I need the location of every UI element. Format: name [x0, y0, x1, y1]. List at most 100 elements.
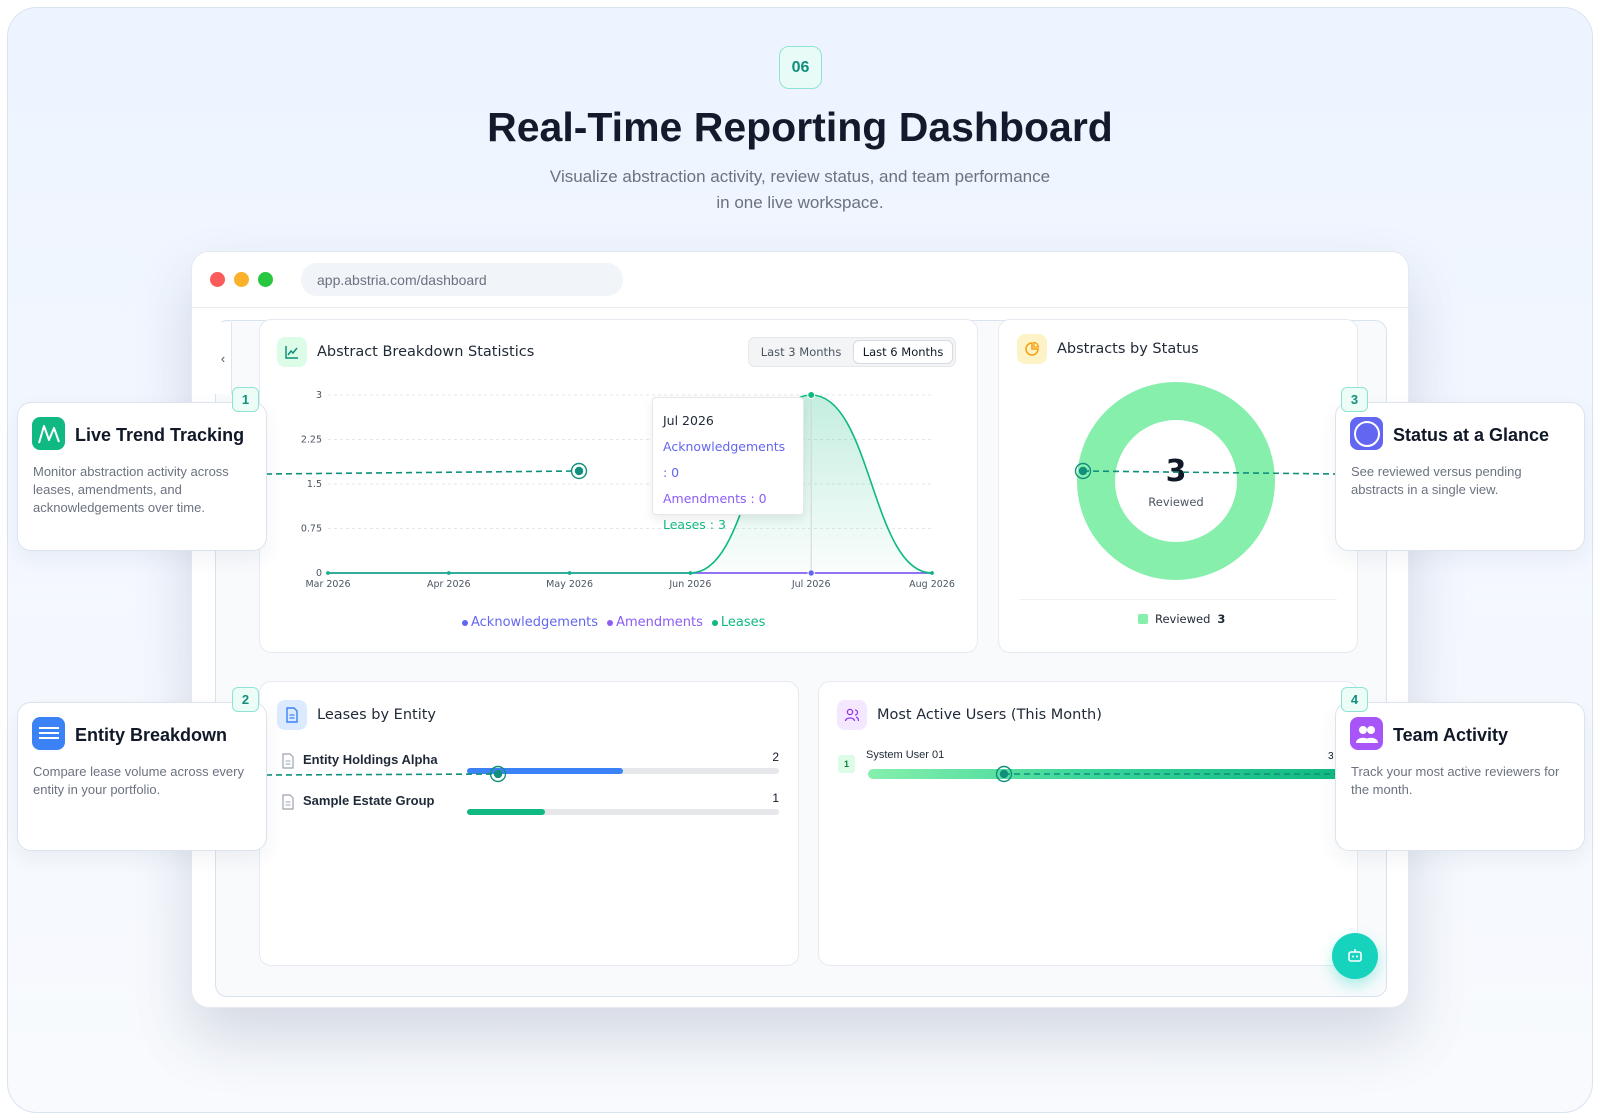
callout-status-at-a-glance: Status at a Glance See reviewed versus p…	[1335, 402, 1585, 551]
entity-bar-track	[467, 809, 779, 815]
entity-bar-track	[467, 768, 779, 774]
callout-description: See reviewed versus pending abstracts in…	[1351, 464, 1522, 497]
donut-segment-reviewed[interactable]	[1077, 382, 1275, 580]
subtitle-line-1: Visualize abstraction activity, review s…	[549, 167, 1051, 186]
browser-toolbar: app.abstria.com/dashboard	[192, 252, 1408, 308]
range-last-6-months[interactable]: Last 6 Months	[853, 340, 953, 364]
status-card-title: Abstracts by Status	[1057, 341, 1199, 357]
entity-name: Sample Estate Group	[303, 793, 435, 808]
data-point-leases	[326, 571, 330, 575]
close-window-dot[interactable]	[210, 272, 225, 287]
assistant-bot-button[interactable]	[1332, 933, 1378, 979]
breakdown-card-header: Abstract Breakdown Statistics	[277, 337, 534, 367]
callout-team-activity: Team Activity Track your most active rev…	[1335, 702, 1585, 851]
page-title: Real-Time Reporting Dashboard	[487, 104, 1113, 150]
callout-title: Entity Breakdown	[75, 725, 228, 745]
entity-row[interactable]: Sample Estate Group 1	[279, 791, 779, 823]
legend-item-acknowledgements[interactable]: Acknowledgements	[462, 615, 598, 630]
user-count: 3	[1328, 751, 1334, 762]
page-subtitle: Visualize abstraction activity, review s…	[530, 164, 1070, 216]
user-rank-badge: 1	[838, 755, 855, 773]
callout-live-trend-tracking: Live Trend Tracking Monitor abstraction …	[17, 402, 267, 551]
data-point-leases	[447, 571, 451, 575]
callout-description: Monitor abstraction activity across leas…	[33, 464, 229, 515]
tooltip-acknowledgements: Acknowledgements : 0	[663, 439, 786, 480]
range-toggle: Last 3 Months Last 6 Months	[748, 337, 956, 367]
status-legend: Reviewed 3	[1138, 612, 1225, 626]
entity-row[interactable]: Entity Holdings Alpha 2	[279, 750, 779, 782]
y-tick-label: 3	[316, 390, 322, 401]
x-tick-label: May 2026	[546, 579, 593, 590]
entity-name: Entity Holdings Alpha	[303, 752, 438, 767]
users-icon	[837, 700, 867, 730]
callout-number-badge: 4	[1341, 687, 1368, 712]
chevron-left-icon: ‹	[220, 350, 226, 366]
minimize-window-dot[interactable]	[234, 272, 249, 287]
entity-count: 1	[772, 791, 779, 805]
entity-card-title: Leases by Entity	[317, 707, 436, 723]
callout-title: Team Activity	[1393, 725, 1509, 745]
callout-description: Compare lease volume across every entity…	[33, 764, 244, 797]
y-tick-label: 0	[316, 568, 322, 579]
status-divider	[1019, 599, 1337, 600]
entity-bar-fill	[467, 809, 545, 815]
breakdown-card-title: Abstract Breakdown Statistics	[317, 344, 535, 360]
donut-center-value: 3	[1165, 454, 1187, 489]
users-card-header: Most Active Users (This Month)	[837, 700, 1102, 730]
subtitle-line-2: in one live workspace.	[716, 193, 884, 212]
status-card-header: Abstracts by Status	[1017, 334, 1199, 364]
chart-legend: Acknowledgements Amendments Leases	[462, 615, 765, 630]
x-tick-label: Mar 2026	[305, 579, 350, 590]
x-tick-label: Aug 2026	[909, 579, 955, 590]
callout-description: Track your most active reviewers for the…	[1351, 764, 1560, 797]
users-card	[818, 681, 1358, 966]
y-tick-label: 0.75	[301, 524, 322, 535]
user-activity-bar	[868, 769, 1344, 779]
range-last-3-months[interactable]: Last 3 Months	[760, 345, 842, 359]
bot-icon	[1348, 949, 1362, 962]
user-name: System User 01	[866, 749, 945, 761]
x-tick-label: Jul 2026	[791, 579, 831, 590]
maximize-window-dot[interactable]	[258, 272, 273, 287]
document-icon	[282, 794, 294, 810]
sidebar-collapse-button[interactable]: ‹	[215, 322, 232, 394]
entity-card-header: Leases by Entity	[277, 700, 436, 730]
list-lines-icon	[32, 717, 65, 750]
y-tick-label: 1.5	[307, 479, 322, 490]
address-bar[interactable]: app.abstria.com/dashboard	[301, 263, 623, 296]
document-icon	[282, 753, 294, 769]
chart-tooltip: Jul 2026 Acknowledgements : 0 Amendments…	[652, 397, 804, 532]
pie-chart-icon	[1017, 334, 1047, 364]
callout-number-badge: 3	[1341, 387, 1368, 412]
status-legend-label: Reviewed	[1155, 612, 1211, 626]
users-card-title: Most Active Users (This Month)	[877, 707, 1102, 723]
callout-number-badge: 2	[232, 687, 259, 712]
reviewed-swatch	[1138, 614, 1148, 624]
step-number-badge: 06	[779, 46, 822, 89]
callout-title: Live Trend Tracking	[75, 425, 245, 445]
hover-point-acknowledgements	[807, 569, 815, 577]
x-tick-label: Jun 2026	[668, 579, 711, 590]
status-donut-chart	[1077, 382, 1275, 580]
data-point-leases	[567, 571, 572, 575]
tooltip-amendments: Amendments : 0	[663, 491, 767, 506]
document-icon	[277, 700, 307, 730]
legend-item-amendments[interactable]: Amendments	[607, 615, 703, 630]
callout-entity-breakdown: Entity Breakdown Compare lease volume ac…	[17, 702, 267, 851]
entity-card	[259, 681, 799, 966]
status-card	[998, 319, 1358, 653]
status-legend-value: 3	[1217, 612, 1226, 626]
data-point-leases	[930, 571, 934, 575]
tooltip-month: Jul 2026	[663, 413, 714, 428]
circle-status-icon	[1350, 417, 1383, 450]
users-group-icon	[1350, 717, 1383, 750]
data-point-leases	[688, 571, 693, 575]
hover-point-leases	[807, 391, 816, 399]
y-tick-label: 2.25	[301, 435, 322, 446]
trend-line-icon	[32, 417, 65, 450]
legend-item-leases[interactable]: Leases	[711, 615, 765, 630]
x-tick-label: Apr 2026	[427, 579, 471, 590]
donut-center-label: Reviewed	[1148, 495, 1204, 509]
tooltip-leases: Leases : 3	[663, 517, 726, 532]
entity-bar-fill	[467, 768, 623, 774]
